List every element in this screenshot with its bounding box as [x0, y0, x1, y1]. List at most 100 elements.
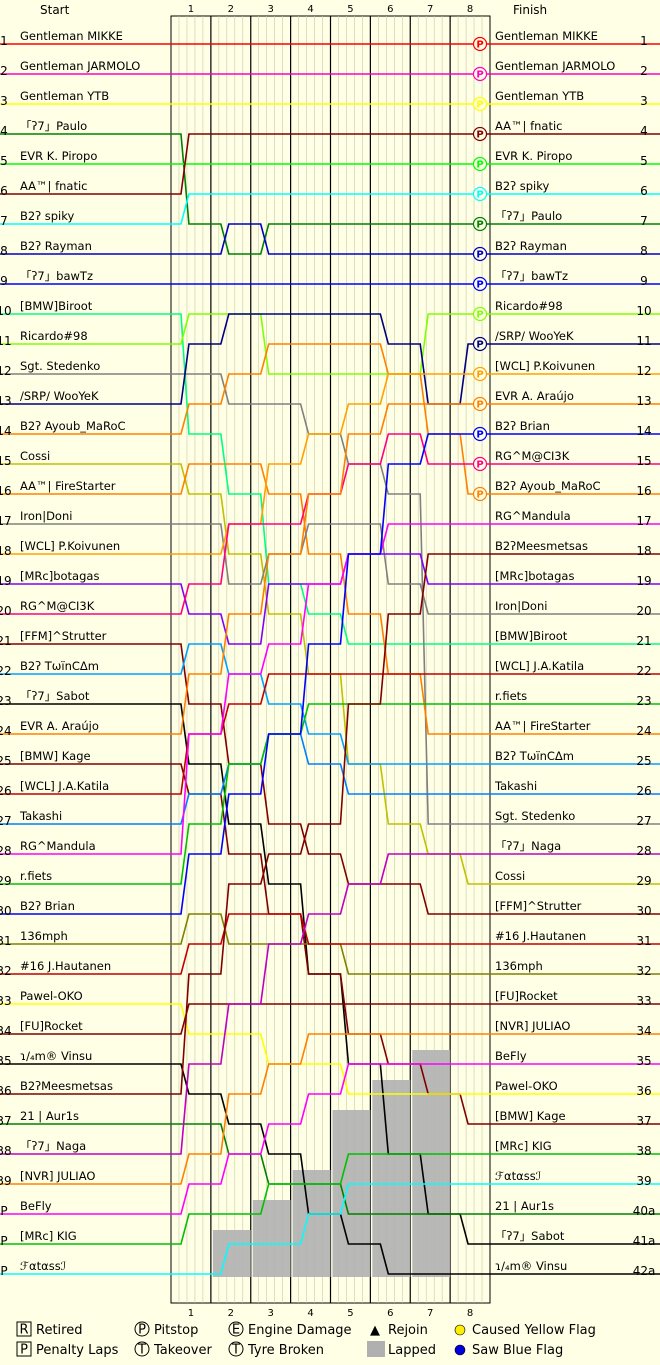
lapped-block: [372, 1080, 411, 1277]
start-position: 31: [0, 934, 12, 948]
finish-driver-name: #16 J.Hautanen: [495, 929, 586, 943]
start-position: 33: [0, 994, 12, 1008]
start-driver-name: [MRc]botagas: [20, 569, 99, 583]
start-position: P: [0, 1264, 7, 1278]
start-position: 17: [0, 514, 12, 528]
pitstop-marker-letter: P: [476, 70, 483, 81]
start-position: 2: [0, 64, 8, 78]
pitstop-marker: [472, 186, 488, 202]
start-driver-name: Gentleman MIKKE: [20, 29, 123, 43]
finish-driver-name: 「ʔ7」Sabot: [495, 1229, 565, 1243]
legend-symbol: [454, 1324, 466, 1336]
finish-position: 17: [636, 514, 651, 528]
finish-position: 24: [636, 724, 651, 738]
finish-driver-name: 「ʔ7」bawTz: [495, 269, 568, 283]
pitstop-marker-letter: P: [476, 250, 483, 261]
finish-position: 40a: [633, 1204, 656, 1218]
start-driver-name: BeFly: [20, 1199, 52, 1213]
pitstop-marker-letter: P: [476, 460, 483, 471]
series-line-8: [0, 223, 660, 255]
finish-driver-name: r.fiets: [495, 689, 527, 703]
series-line-42: [0, 1183, 660, 1275]
series-line-11: [0, 313, 660, 375]
finish-driver-name: [BMW]Biroot: [495, 629, 568, 643]
finish-position: 14: [636, 424, 651, 438]
start-position: 12: [0, 364, 12, 378]
start-driver-name: 「ʔ7」Naga: [20, 1139, 86, 1153]
start-driver-name: [BMW] Kage: [20, 749, 91, 763]
finish-position: 3: [640, 94, 648, 108]
series-line-24: [0, 403, 660, 735]
pitstop-marker-letter: P: [476, 310, 483, 321]
finish-position: 29: [636, 874, 651, 888]
finish-position: 19: [636, 574, 651, 588]
start-position: 26: [0, 784, 12, 798]
pitstop-marker: [472, 396, 488, 412]
start-position: 29: [0, 874, 12, 888]
legend-label: Rejoin: [388, 1323, 428, 1338]
start-driver-name: 「ʔ7」bawTz: [20, 269, 93, 283]
legend-box: [16, 1321, 32, 1337]
lap-label-bottom: 8: [467, 1308, 473, 1319]
start-position: 9: [0, 274, 8, 288]
finish-position: 12: [636, 364, 651, 378]
lapped-block: [252, 1200, 291, 1277]
finish-position: 16: [636, 484, 651, 498]
lap-label-top: 5: [347, 4, 353, 15]
series-line-22: [0, 643, 660, 765]
finish-driver-name: /SRP/ WooYeK: [495, 329, 574, 343]
legend-label: Pitstop: [154, 1323, 198, 1338]
start-position: 18: [0, 544, 12, 558]
finish-driver-name: [BMW] Kage: [495, 1109, 566, 1123]
legend-label: Tyre Broken: [247, 1343, 324, 1358]
start-position: 14: [0, 424, 12, 438]
lap-label-bottom: 2: [228, 1308, 234, 1319]
pitstop-marker-letter: P: [476, 400, 483, 411]
pitstop-marker-letter: P: [476, 130, 483, 141]
finish-position: 38: [636, 1144, 651, 1158]
lapped-block: [332, 1110, 371, 1277]
start-header: Start: [40, 3, 70, 17]
start-driver-name: [WCL] P.Koivunen: [20, 539, 120, 553]
start-position: P: [0, 1234, 7, 1248]
finish-driver-name: B2ʔ spiky: [495, 179, 549, 193]
pitstop-marker: [472, 486, 488, 502]
finish-driver-name: EVR A. Araújo: [495, 389, 574, 403]
start-position: 25: [0, 754, 12, 768]
series-line-17: [0, 523, 660, 615]
start-position: 32: [0, 964, 12, 978]
start-driver-name: B2ʔMeesmetsas: [20, 1079, 113, 1093]
start-position: P: [0, 1204, 7, 1218]
legend-label: Lapped: [388, 1343, 436, 1358]
start-driver-name: B2ʔ TωïnCΔm: [20, 659, 99, 673]
lap-label-bottom: 4: [307, 1308, 313, 1319]
finish-position: 4: [640, 124, 648, 138]
pitstop-marker: [472, 96, 488, 112]
start-position: 10: [0, 304, 12, 318]
start-driver-name: [NVR] JULIAO: [20, 1169, 95, 1183]
finish-position: 39: [636, 1174, 651, 1188]
series-line-32: [0, 913, 660, 975]
pitstop-marker: [472, 426, 488, 442]
series-line-40: [0, 1063, 660, 1215]
legend-label: Retired: [36, 1323, 82, 1338]
finish-position: 13: [636, 394, 651, 408]
legend-label: Caused Yellow Flag: [472, 1323, 596, 1338]
finish-driver-name: [NVR] JULIAO: [495, 1019, 570, 1033]
pitstop-marker: [472, 156, 488, 172]
pitstop-marker: [472, 126, 488, 142]
finish-driver-name: Gentleman JARMOLO: [495, 59, 615, 73]
legend-label: Takeover: [153, 1343, 212, 1358]
finish-position: 31: [636, 934, 651, 948]
legend-ring: [228, 1341, 244, 1357]
series-line-16: [0, 463, 660, 735]
pitstop-marker-letter: P: [476, 40, 483, 51]
series-line-10: [0, 313, 660, 645]
lap-grid: 1 1 2 2 3 3 4 4 5 5 6 6 7 7 8 8: [170, 4, 491, 1319]
series-line-41: [0, 1153, 660, 1245]
start-position: 34: [0, 1024, 12, 1038]
pitstop-marker-letter: P: [476, 100, 483, 111]
finish-driver-name: 21 | Aur1s: [495, 1199, 554, 1213]
finish-position: 9: [640, 274, 648, 288]
pitstop-marker-letter: P: [476, 280, 483, 291]
